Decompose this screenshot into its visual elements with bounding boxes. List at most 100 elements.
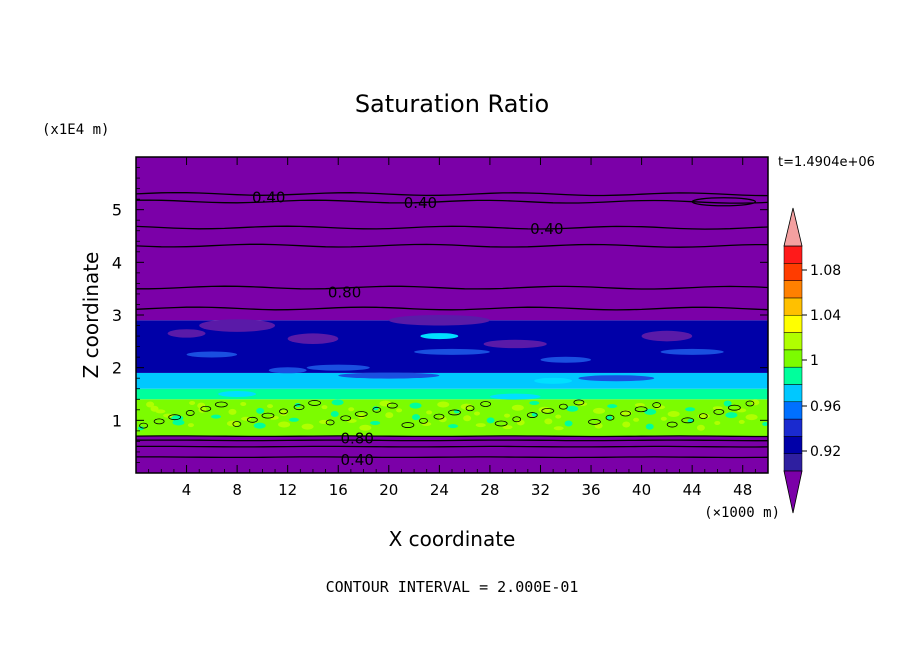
field-patch bbox=[529, 400, 540, 405]
field-layer bbox=[136, 372, 768, 389]
contour-line bbox=[512, 416, 522, 423]
field-patch bbox=[606, 415, 613, 420]
contour-line bbox=[666, 421, 678, 428]
field-patch bbox=[186, 351, 238, 358]
colorbar-bin bbox=[783, 401, 803, 420]
field-patch bbox=[723, 400, 732, 407]
contour-line bbox=[279, 408, 288, 415]
contour-line bbox=[419, 417, 428, 424]
time-label: t=1.4904e+06 bbox=[778, 155, 875, 170]
field-patch bbox=[189, 400, 196, 405]
field-patch bbox=[396, 408, 403, 413]
field-patch bbox=[348, 407, 355, 412]
contour-line bbox=[136, 435, 768, 438]
field-patch bbox=[463, 415, 472, 422]
field-patch bbox=[736, 408, 747, 413]
field-patch bbox=[534, 377, 573, 384]
field-patch bbox=[645, 423, 654, 430]
field-patch bbox=[218, 391, 257, 397]
contour-label: 0.80 bbox=[340, 430, 373, 448]
y-axis-label: Z coordinate bbox=[79, 252, 103, 379]
contour-line bbox=[526, 412, 538, 418]
contour-line bbox=[247, 416, 258, 423]
y-unit-label: (x1E4 m) bbox=[42, 122, 109, 138]
x-tick-label: 20 bbox=[379, 481, 398, 499]
field-patch bbox=[555, 414, 562, 419]
contour-line bbox=[698, 413, 708, 420]
field-patch bbox=[578, 375, 655, 382]
field-patch bbox=[438, 416, 447, 423]
field-patch bbox=[762, 422, 768, 427]
x-tick-label: 48 bbox=[733, 481, 752, 499]
field-patch bbox=[330, 411, 339, 418]
contour-label: 0.40 bbox=[252, 189, 285, 207]
field-patch bbox=[607, 404, 618, 409]
contour-line bbox=[340, 415, 352, 422]
x-tick-label: 24 bbox=[430, 481, 449, 499]
field-patch bbox=[146, 401, 155, 408]
field-patch bbox=[167, 329, 206, 338]
field-patch bbox=[385, 412, 394, 419]
contour-line bbox=[480, 401, 492, 407]
x-tick-label: 4 bbox=[182, 481, 192, 499]
colorbar-tick-label: 1 bbox=[810, 353, 819, 369]
field-patch bbox=[634, 403, 645, 408]
field-patch bbox=[544, 418, 553, 425]
field-patch bbox=[553, 426, 564, 431]
contour-line bbox=[153, 418, 165, 425]
field-patch bbox=[411, 414, 420, 421]
field-patch bbox=[644, 408, 657, 415]
field-patch bbox=[379, 400, 392, 407]
field-patch bbox=[420, 333, 459, 340]
field-patch bbox=[489, 393, 541, 400]
colorbar-tick-label: 0.92 bbox=[810, 444, 841, 460]
colorbar-bin bbox=[783, 384, 803, 403]
field-patch bbox=[538, 406, 551, 413]
contour-line bbox=[136, 456, 768, 459]
contour-line bbox=[136, 191, 768, 197]
contour-interval-footer: CONTOUR INTERVAL = 2.000E-01 bbox=[326, 578, 579, 596]
colorbar-tick-label: 0.96 bbox=[810, 399, 841, 415]
field-patch bbox=[199, 319, 276, 332]
field-patch bbox=[409, 402, 422, 409]
field-patch bbox=[163, 413, 174, 418]
field-patch bbox=[437, 401, 450, 408]
y-tick-label: 2 bbox=[112, 359, 122, 378]
field-patch bbox=[540, 356, 592, 363]
contour-line bbox=[713, 409, 725, 415]
field-patch bbox=[504, 413, 511, 418]
contour-line bbox=[139, 422, 148, 429]
colorbar-bin bbox=[783, 332, 803, 351]
field-patch bbox=[287, 333, 339, 344]
colorbar-over-arrow bbox=[783, 207, 803, 247]
contour-line bbox=[605, 414, 615, 421]
colorbar-bin bbox=[783, 436, 803, 454]
field-patch bbox=[359, 424, 372, 431]
field-patch bbox=[211, 414, 222, 419]
field-patch bbox=[288, 417, 299, 422]
field-patch bbox=[641, 330, 693, 342]
colorbar-bin bbox=[783, 280, 803, 299]
field-patch bbox=[667, 411, 680, 418]
contour-line bbox=[558, 403, 568, 410]
contour-line bbox=[620, 410, 631, 417]
contour-line bbox=[573, 399, 585, 406]
colorbar-bin bbox=[783, 366, 803, 385]
field-patch bbox=[301, 423, 314, 430]
colorbar-under-arrow bbox=[783, 470, 803, 514]
contour-line bbox=[293, 404, 305, 411]
field-patch bbox=[474, 411, 481, 416]
contour-line bbox=[200, 405, 212, 412]
field-patch bbox=[566, 405, 579, 412]
x-tick-label: 12 bbox=[278, 481, 297, 499]
x-tick-label: 36 bbox=[581, 481, 600, 499]
contour-line bbox=[727, 404, 741, 411]
field-patch bbox=[725, 412, 738, 419]
x-tick-label: 16 bbox=[329, 481, 348, 499]
colorbar-bin bbox=[783, 418, 803, 437]
field-patch bbox=[388, 315, 490, 326]
field-patch bbox=[655, 405, 666, 410]
x-tick-label: 44 bbox=[683, 481, 702, 499]
contour-line bbox=[136, 225, 768, 230]
x-tick-label: 40 bbox=[632, 481, 651, 499]
